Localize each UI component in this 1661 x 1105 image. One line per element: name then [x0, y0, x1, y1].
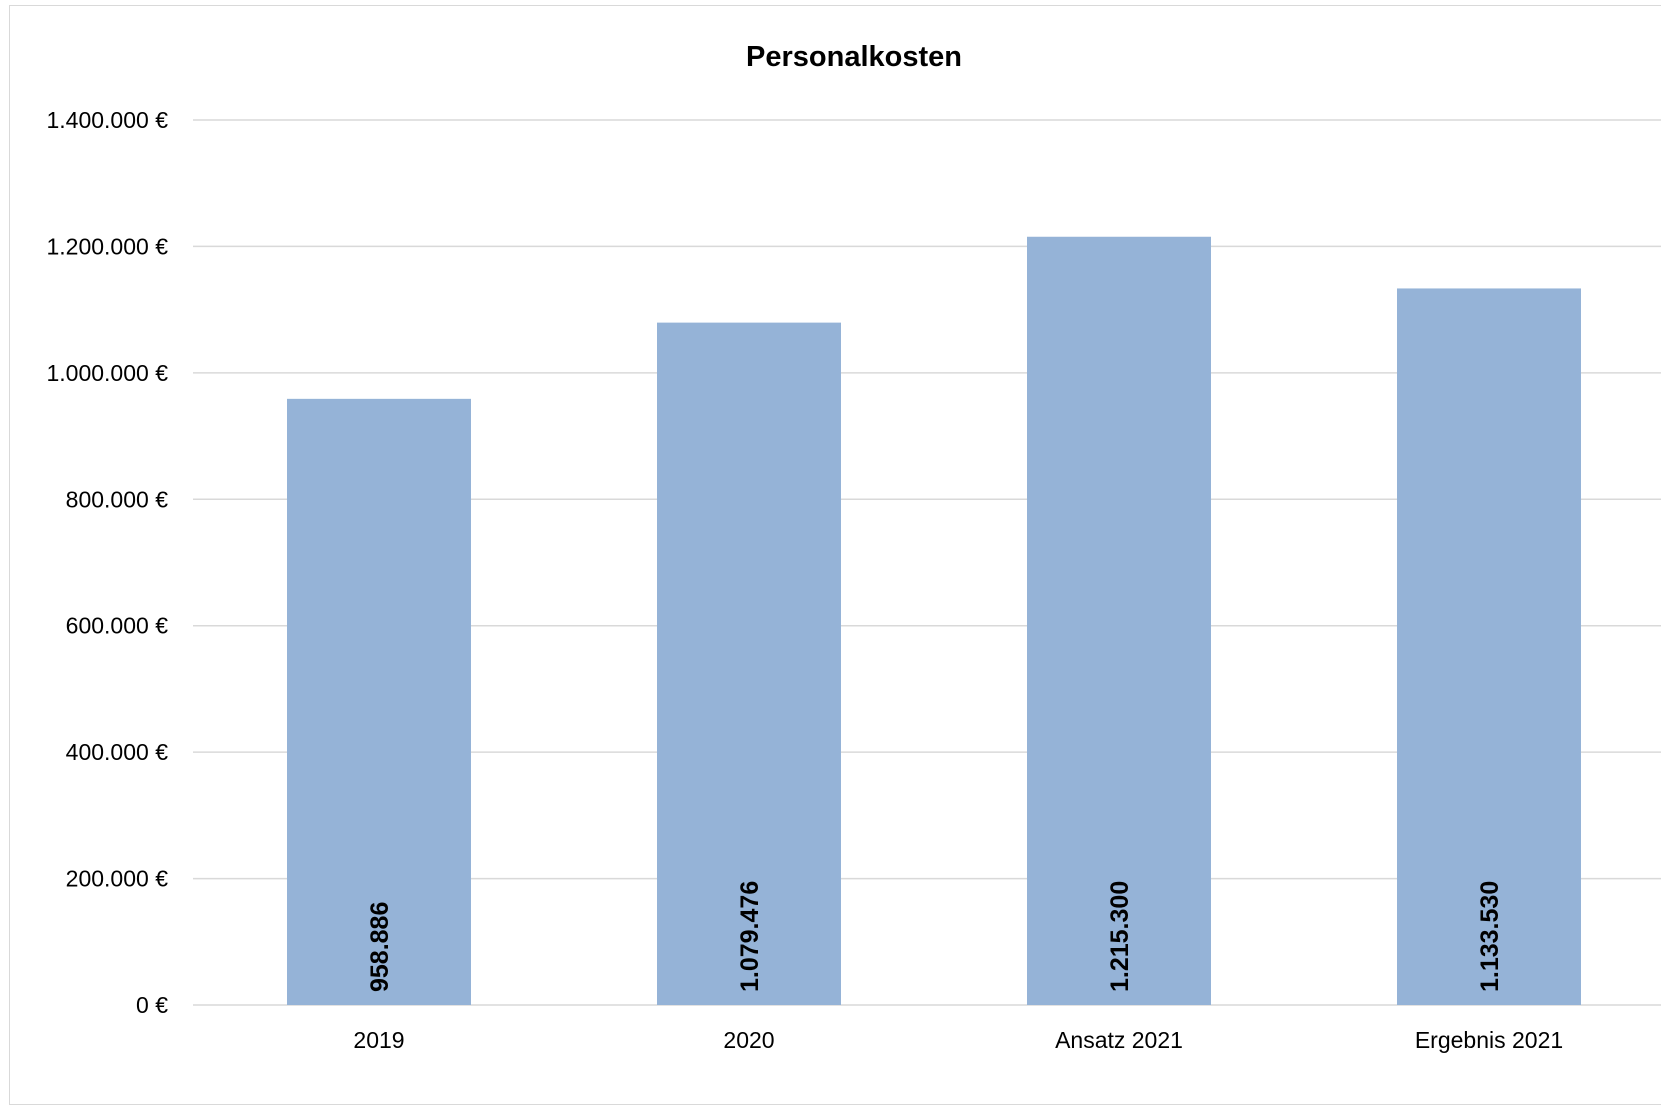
y-tick-label: 400.000 € [66, 739, 169, 765]
y-tick-label: 800.000 € [66, 486, 169, 512]
y-tick-label: 1.400.000 € [46, 107, 168, 133]
bars [287, 236, 1581, 1006]
x-axis-tick-labels: 2019 2020 Ansatz 2021 Ergebnis 2021 [353, 1027, 1563, 1053]
bar-chart: 0 € 200.000 € 400.000 € 600.000 € 800.000 € 1… [46, 41, 1661, 1053]
x-tick-label: 2020 [723, 1027, 774, 1053]
data-label: 958.886 [366, 902, 394, 992]
bar [657, 322, 841, 1005]
x-tick-label: 2019 [353, 1027, 404, 1053]
y-tick-label: 600.000 € [66, 613, 169, 639]
y-tick-label: 0 € [136, 992, 168, 1018]
y-axis-tick-labels: 0 € 200.000 € 400.000 € 600.000 € 800.000 € 1… [46, 107, 168, 1018]
bar [1027, 236, 1211, 1006]
bar [287, 398, 471, 1006]
y-tick-label: 1.200.000 € [46, 233, 168, 259]
y-tick-label: 200.000 € [66, 866, 169, 892]
data-label: 1.079.476 [736, 881, 764, 992]
data-label: 1.215.300 [1106, 881, 1134, 992]
chart-title: Personalkosten [746, 41, 962, 73]
data-labels: 958.886 1.079.476 1.215.300 1.133.530 [366, 881, 1504, 992]
x-tick-label: Ergebnis 2021 [1415, 1027, 1563, 1053]
bar [1397, 288, 1581, 1005]
x-tick-label: Ansatz 2021 [1055, 1027, 1183, 1053]
data-label: 1.133.530 [1476, 881, 1504, 992]
y-tick-label: 1.000.000 € [46, 360, 168, 386]
